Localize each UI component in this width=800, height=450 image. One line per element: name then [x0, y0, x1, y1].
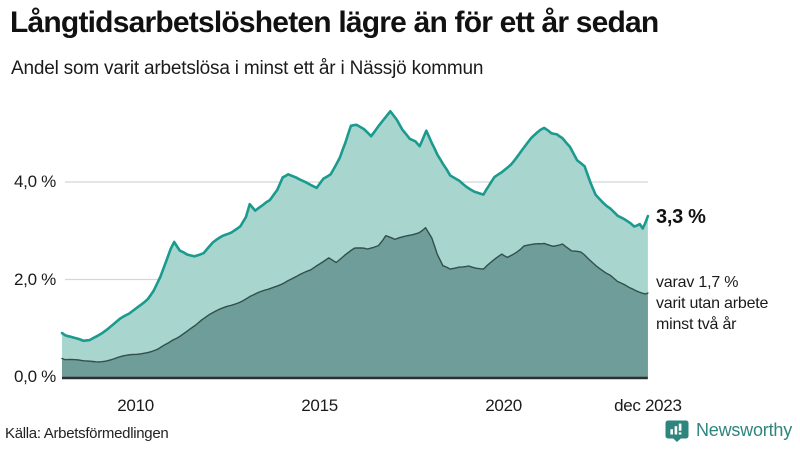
x-axis-tick-2015: 2015 [301, 396, 338, 415]
x-axis-tick-2010: 2010 [117, 396, 154, 415]
x-axis-tick-2020: 2020 [485, 396, 522, 415]
newsworthy-pin-icon [665, 420, 689, 442]
subset-label-line3: minst två år [656, 316, 737, 333]
source-note: Källa: Arbetsförmedlingen [5, 425, 169, 442]
y-axis-tick-2-0: 2,0 % [14, 269, 56, 289]
series-end-label-total: 3,3 % [656, 206, 706, 228]
series-end-label-subset: varav 1,7 % varit utan arbete minst två … [656, 272, 768, 335]
brand-name: Newsworthy [695, 419, 792, 440]
subset-label-line2: varit utan arbete [656, 295, 769, 312]
x-axis-tick-dec-2023: dec 2023 [614, 396, 682, 415]
page-title: Långtidsarbetslösheten lägre än för ett … [10, 6, 659, 39]
y-axis-tick-0-0: 0,0 % [14, 367, 56, 386]
brand-logo: Newsworthy [665, 418, 792, 442]
subset-label-line1: varav 1,7 % [656, 274, 739, 291]
y-axis-tick-4-0: 4,0 % [14, 172, 56, 191]
page-subtitle: Andel som varit arbetslösa i minst ett å… [11, 58, 484, 79]
